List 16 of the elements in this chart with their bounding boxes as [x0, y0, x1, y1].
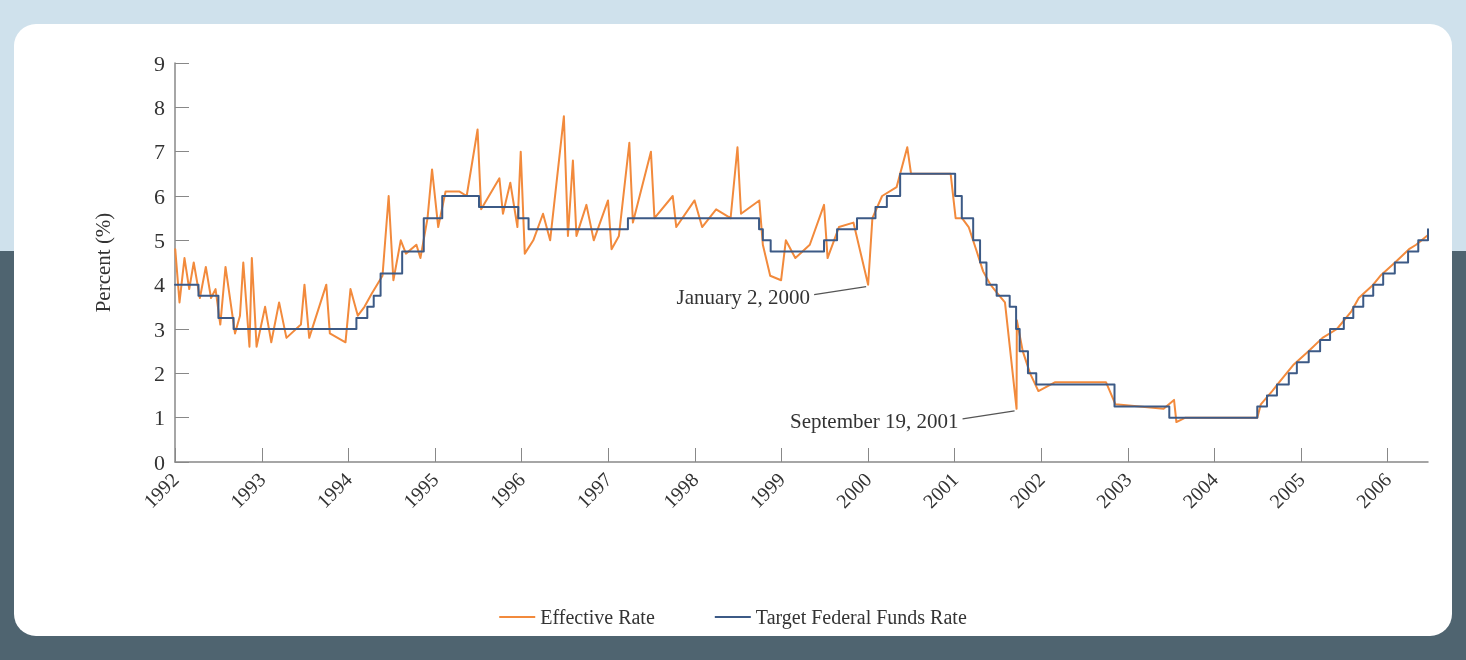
y-tick-label: 2	[154, 360, 165, 386]
y-tick-label: 3	[154, 316, 165, 342]
y-tick-label: 5	[154, 227, 165, 253]
legend-label: Effective Rate	[540, 606, 655, 628]
y-tick-label: 1	[154, 405, 165, 431]
legend-label: Target Federal Funds Rate	[755, 606, 967, 629]
y-tick-label: 7	[154, 139, 165, 165]
y-axis-title: Percent (%)	[90, 212, 115, 313]
y-tick-label: 4	[154, 272, 165, 298]
y-tick-label: 6	[154, 183, 165, 209]
y-tick-label: 0	[154, 449, 165, 475]
annotation: September 19, 2001	[790, 408, 959, 434]
y-tick-label: 8	[154, 94, 165, 120]
y-tick-label: 9	[154, 50, 165, 76]
x-tick-label: 1999	[745, 468, 790, 513]
annotation: January 2, 2000	[676, 284, 811, 310]
